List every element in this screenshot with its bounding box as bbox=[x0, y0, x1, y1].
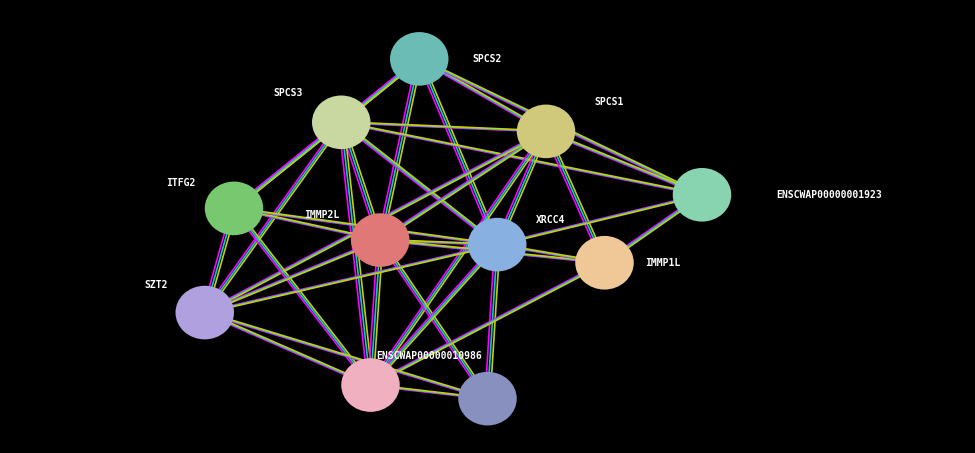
Text: SZT2: SZT2 bbox=[144, 280, 168, 290]
Ellipse shape bbox=[458, 372, 517, 425]
Ellipse shape bbox=[341, 358, 400, 412]
Text: SPCS3: SPCS3 bbox=[273, 88, 302, 98]
Ellipse shape bbox=[312, 96, 370, 149]
Text: SPCS1: SPCS1 bbox=[595, 97, 624, 107]
Text: ENSCWAP00000010986: ENSCWAP00000010986 bbox=[376, 351, 482, 361]
Ellipse shape bbox=[517, 105, 575, 158]
Ellipse shape bbox=[575, 236, 634, 289]
Ellipse shape bbox=[176, 286, 234, 339]
Text: XRCC4: XRCC4 bbox=[536, 215, 565, 225]
Ellipse shape bbox=[351, 213, 410, 267]
Ellipse shape bbox=[205, 182, 263, 235]
Ellipse shape bbox=[390, 32, 448, 86]
Ellipse shape bbox=[673, 168, 731, 222]
Text: SPCS2: SPCS2 bbox=[473, 54, 502, 64]
Text: IMMP1L: IMMP1L bbox=[645, 258, 681, 268]
Text: ITFG2: ITFG2 bbox=[166, 178, 195, 188]
Text: IMMP2L: IMMP2L bbox=[304, 210, 339, 220]
Ellipse shape bbox=[468, 218, 526, 271]
Text: ENSCWAP00000001923: ENSCWAP00000001923 bbox=[776, 190, 881, 200]
